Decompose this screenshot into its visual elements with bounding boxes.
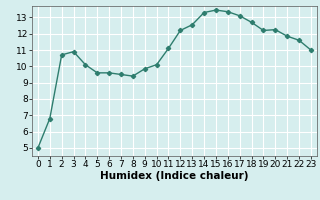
X-axis label: Humidex (Indice chaleur): Humidex (Indice chaleur) [100,171,249,181]
